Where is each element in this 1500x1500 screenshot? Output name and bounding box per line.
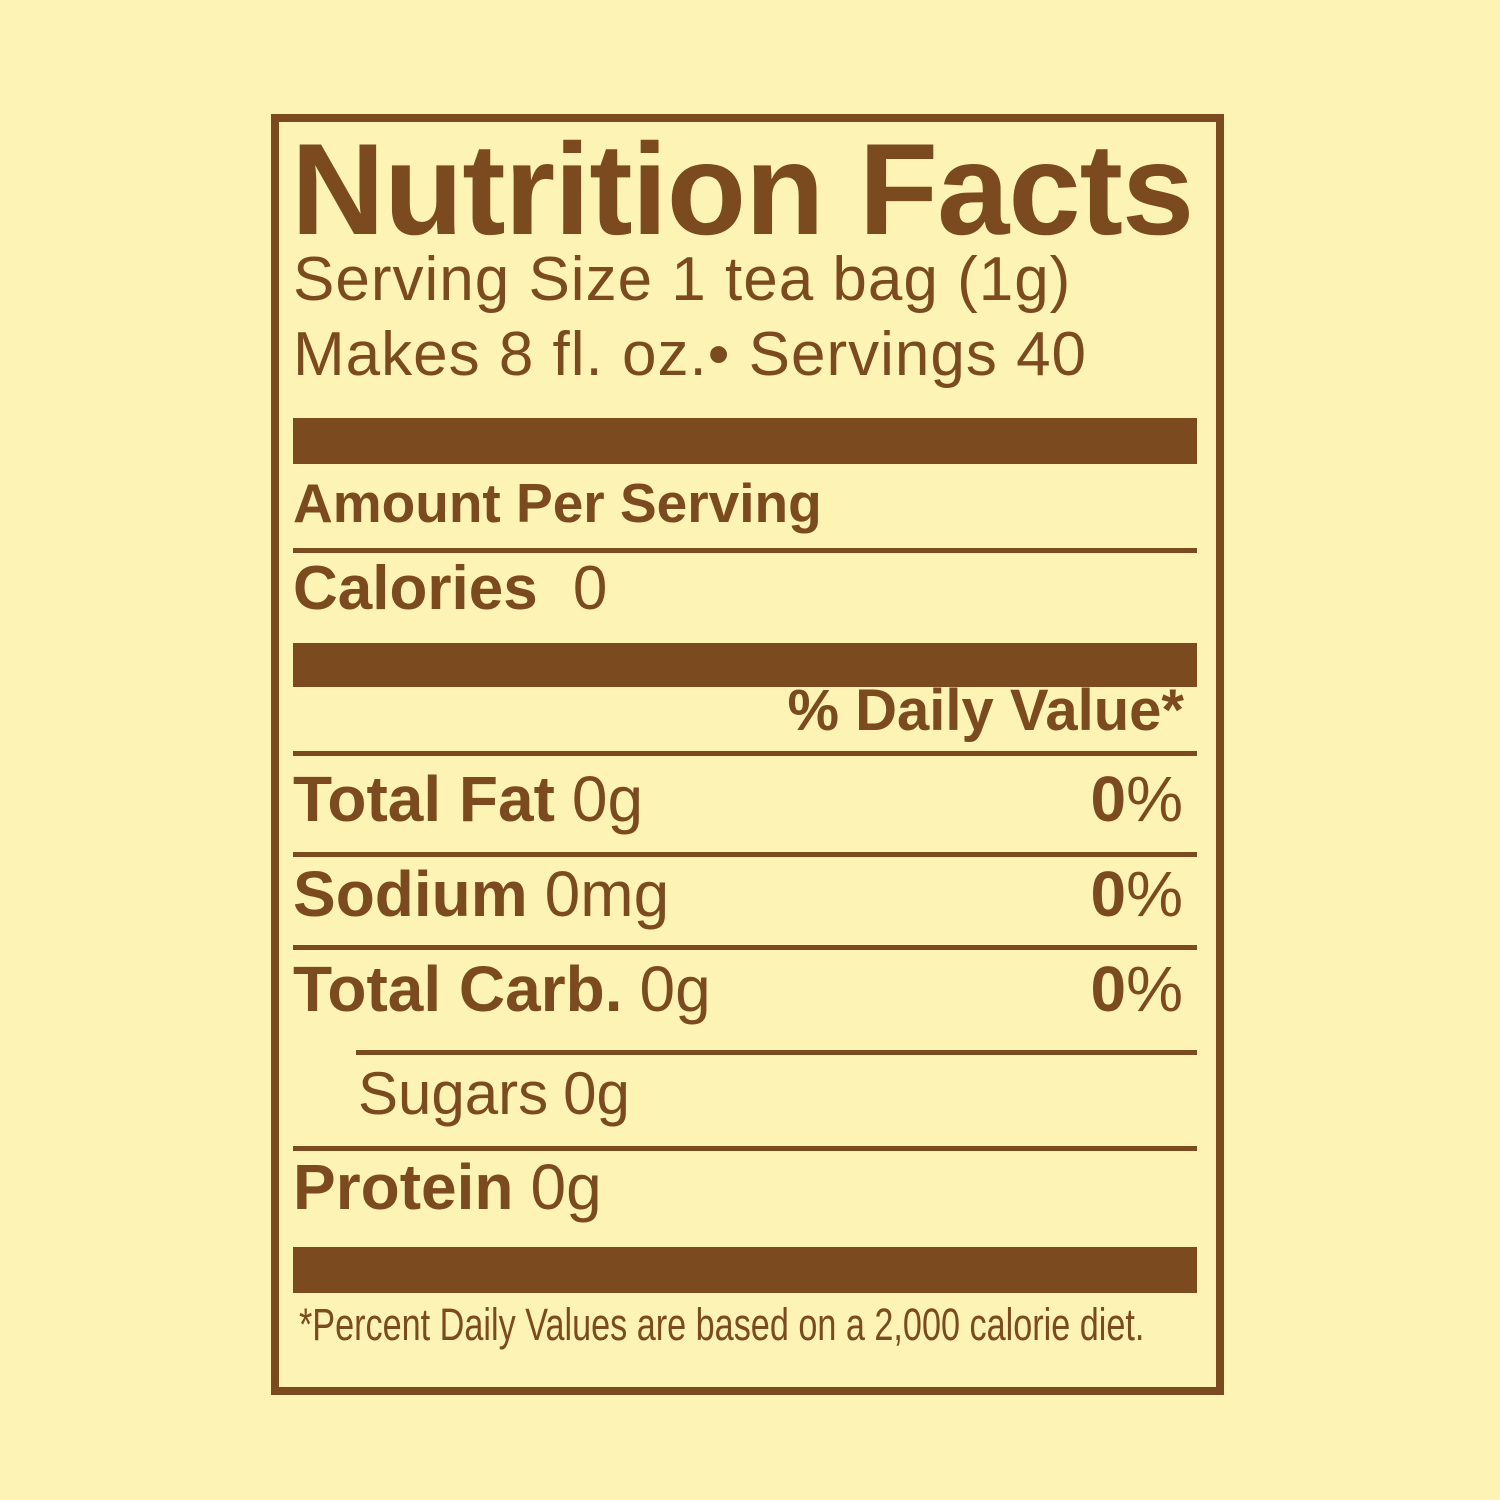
separator-rule — [293, 1146, 1197, 1151]
sugars-label: Sugars — [358, 1060, 549, 1127]
sugars-value: 0g — [563, 1060, 630, 1127]
daily-value-heading: % Daily Value* — [787, 678, 1184, 743]
calories-row: Calories 0 — [293, 558, 607, 620]
serving-size-line: Serving Size 1 tea bag (1g) — [293, 245, 1072, 314]
protein-row: Protein 0g — [293, 1155, 602, 1219]
total-fat-row: Total Fat 0g 0% — [293, 767, 1197, 831]
amount-per-serving-heading: Amount Per Serving — [293, 472, 822, 534]
thick-separator-bar-bottom — [293, 1247, 1197, 1293]
thick-separator-bar-top — [293, 418, 1197, 464]
separator-rule — [293, 945, 1197, 950]
total-carb-daily-value: 0% — [1090, 953, 1184, 1025]
total-carb-row: Total Carb. 0g 0% — [293, 957, 1197, 1021]
daily-value-footnote: *Percent Daily Values are based on a 2,0… — [299, 1299, 1145, 1350]
sodium-row: Sodium 0mg 0% — [293, 862, 1197, 926]
protein-value: 0g — [530, 1151, 602, 1223]
total-fat-label: Total Fat 0g — [293, 763, 644, 835]
sodium-daily-value: 0% — [1090, 858, 1184, 930]
servings-per-container-line: Makes 8 fl. oz.• Servings 40 — [293, 320, 1088, 389]
separator-rule — [293, 852, 1197, 857]
separator-rule — [293, 548, 1197, 553]
indented-separator-rule — [356, 1050, 1197, 1055]
nutrition-facts-label: Nutrition Facts Serving Size 1 tea bag (… — [271, 114, 1224, 1395]
label-title: Nutrition Facts — [291, 116, 1194, 262]
separator-rule — [293, 751, 1197, 756]
protein-label: Protein — [293, 1151, 514, 1223]
total-carb-label: Total Carb. 0g — [293, 953, 711, 1025]
sodium-label: Sodium 0mg — [293, 858, 670, 930]
total-fat-daily-value: 0% — [1090, 763, 1184, 835]
calories-value: 0 — [572, 554, 608, 623]
sugars-row: Sugars 0g — [358, 1064, 630, 1124]
calories-label: Calories — [293, 554, 538, 623]
thick-separator-bar-middle — [293, 643, 1197, 687]
